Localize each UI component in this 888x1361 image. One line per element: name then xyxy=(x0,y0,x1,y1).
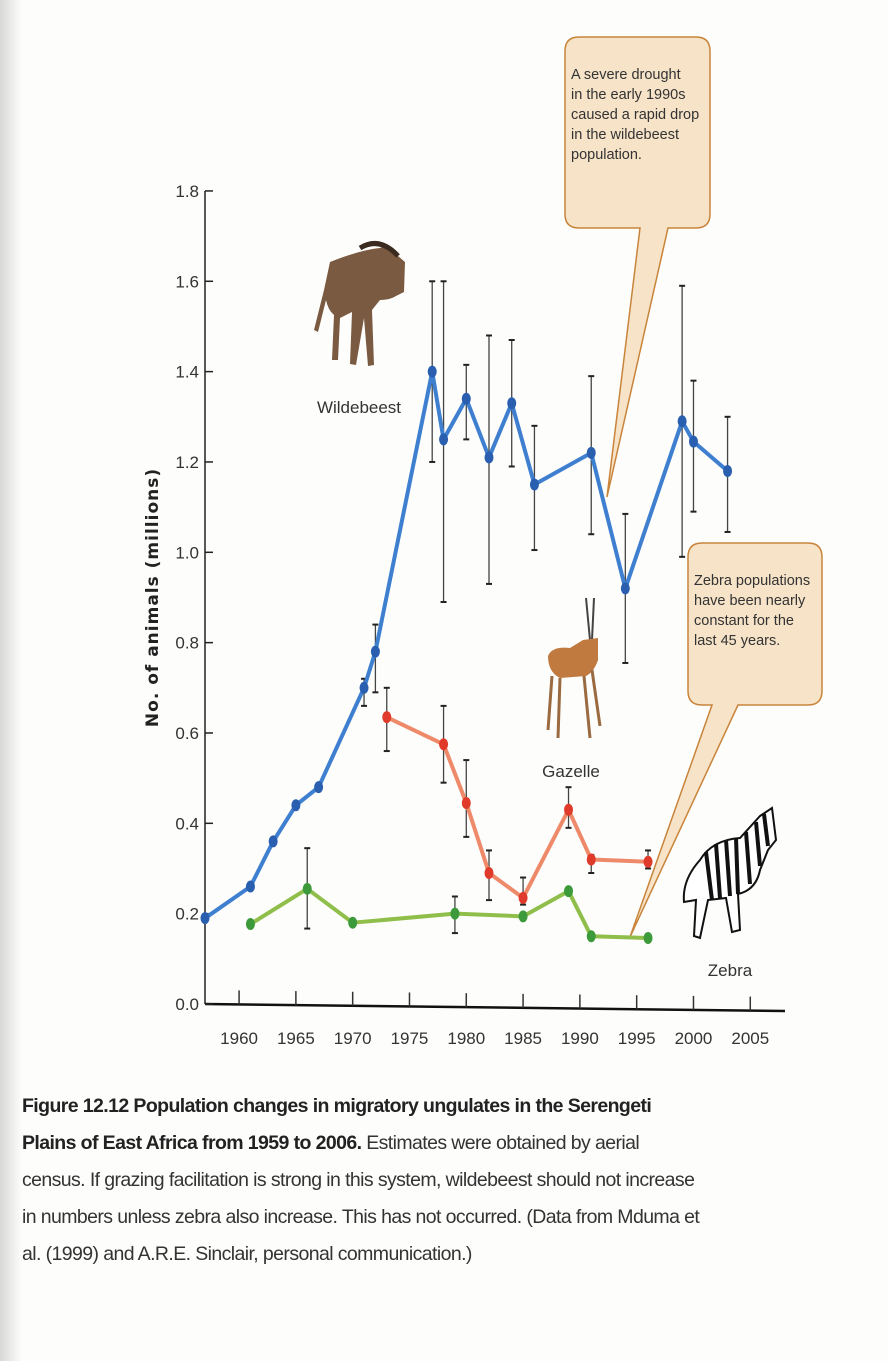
data-point xyxy=(564,803,574,816)
series-zebra xyxy=(245,847,653,945)
caption-title: Figure 12.12 Population changes in migra… xyxy=(22,1095,652,1154)
wildebeest-label: Wildebeest xyxy=(317,398,401,417)
data-point xyxy=(370,645,380,658)
series-wildebeest xyxy=(200,280,733,925)
data-point xyxy=(348,916,358,929)
data-point xyxy=(529,478,539,491)
data-point xyxy=(643,855,653,868)
callout-text-line: caused a rapid drop xyxy=(571,107,699,123)
data-point xyxy=(439,433,449,446)
data-point xyxy=(291,799,301,812)
wildebeest-illustration xyxy=(314,241,405,366)
y-tick-label: 1.0 xyxy=(175,543,199,562)
data-point xyxy=(723,464,733,477)
data-point xyxy=(518,910,528,923)
y-tick-label: 0.8 xyxy=(175,634,199,653)
x-tick-label: 2000 xyxy=(675,1029,713,1048)
series-line xyxy=(203,369,729,920)
data-point xyxy=(564,885,574,898)
y-tick-label: 0.6 xyxy=(175,724,199,743)
data-point xyxy=(245,918,255,931)
y-tick-label: 0.0 xyxy=(175,995,199,1014)
y-axis-label: No. of animals (millions) xyxy=(143,468,163,727)
series-gazelle xyxy=(382,686,653,906)
caption-body: Estimates were obtained by aerial census… xyxy=(22,1132,700,1265)
data-point xyxy=(507,397,517,410)
zebra-illustration xyxy=(682,806,778,940)
data-point xyxy=(620,582,630,595)
callout-text-line: have been nearly xyxy=(694,593,806,609)
y-tick-label: 1.4 xyxy=(175,363,199,382)
x-tick-label: 1980 xyxy=(447,1029,485,1048)
y-tick-label: 1.6 xyxy=(175,272,199,291)
data-point xyxy=(677,415,687,428)
data-point xyxy=(439,738,449,751)
y-tick-label: 0.4 xyxy=(175,814,199,833)
data-point xyxy=(245,880,255,893)
data-point xyxy=(484,867,494,880)
data-point xyxy=(359,681,369,694)
x-tick-label: 1985 xyxy=(504,1029,542,1048)
data-point xyxy=(450,907,460,920)
x-tick-label: 1975 xyxy=(391,1029,429,1048)
callout-text-line: constant for the xyxy=(694,613,794,629)
y-tick-label: 1.8 xyxy=(175,182,199,201)
callout-text-line: in the early 1990s xyxy=(571,87,685,103)
y-tick-label: 0.2 xyxy=(175,905,199,924)
callout-text-line: in the wildebeest xyxy=(571,127,679,143)
y-tick-label: 1.2 xyxy=(175,453,199,472)
data-point xyxy=(427,365,437,378)
page-gutter-shadow xyxy=(0,0,22,1361)
data-point xyxy=(461,796,471,809)
data-point xyxy=(688,435,698,448)
series-line xyxy=(385,715,649,900)
x-tick-label: 1970 xyxy=(334,1029,372,1048)
series-line xyxy=(249,886,649,941)
gazelle-label: Gazelle xyxy=(542,762,600,781)
x-tick-label: 1990 xyxy=(561,1029,599,1048)
callout-drought xyxy=(564,36,711,498)
data-point xyxy=(314,781,324,794)
data-point xyxy=(484,451,494,464)
x-tick-label: 1960 xyxy=(220,1029,258,1048)
data-point xyxy=(643,932,653,945)
zebra-label: Zebra xyxy=(708,961,753,980)
data-point xyxy=(586,930,596,943)
x-tick-label: 1965 xyxy=(277,1029,315,1048)
figure-caption: Figure 12.12 Population changes in migra… xyxy=(22,1088,702,1273)
data-point xyxy=(382,711,392,724)
data-point xyxy=(461,392,471,405)
gazelle-illustration xyxy=(546,597,602,739)
callout-zebra xyxy=(629,542,823,938)
x-tick-label: 1995 xyxy=(618,1029,656,1048)
data-point xyxy=(518,891,528,904)
x-axis xyxy=(204,1002,786,1013)
callout-text-line: population. xyxy=(571,147,642,163)
callout-text-line: Zebra populations xyxy=(694,573,810,589)
callout-text-line: last 45 years. xyxy=(694,633,780,649)
data-point xyxy=(586,446,596,459)
data-point xyxy=(200,912,210,925)
callout-text-line: A severe drought xyxy=(571,67,681,83)
data-point xyxy=(268,835,278,848)
x-tick-label: 2005 xyxy=(731,1029,769,1048)
data-point xyxy=(586,853,596,866)
data-point xyxy=(302,882,312,895)
